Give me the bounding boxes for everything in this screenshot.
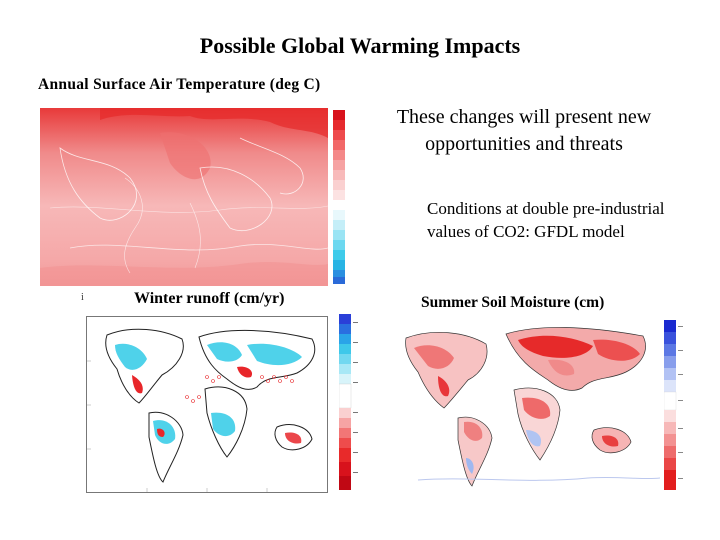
soil-moisture-colorbar xyxy=(663,320,688,490)
slide-title: Possible Global Warming Impacts xyxy=(199,33,521,58)
temperature-map-label: Annual Surface Air Temperature (deg C) xyxy=(38,76,321,93)
runoff-map xyxy=(86,316,328,493)
conditions-text: Conditions at double pre-industrial valu… xyxy=(427,199,665,241)
soil-moisture-map-label: Summer Soil Moisture (cm) xyxy=(421,294,605,311)
soil-moisture-map xyxy=(398,318,660,490)
runoff-colorbar xyxy=(338,314,361,490)
temperature-colorbar xyxy=(333,110,345,284)
temperature-map xyxy=(40,108,328,286)
temperature-map-graphic xyxy=(40,108,328,286)
opportunities-text: These changes will present new opportuni… xyxy=(396,106,652,155)
small-mark: i xyxy=(81,292,84,303)
runoff-map-graphic xyxy=(87,317,327,492)
soil-moisture-map-graphic xyxy=(398,318,660,490)
runoff-map-label: Winter runoff (cm/yr) xyxy=(134,290,285,307)
